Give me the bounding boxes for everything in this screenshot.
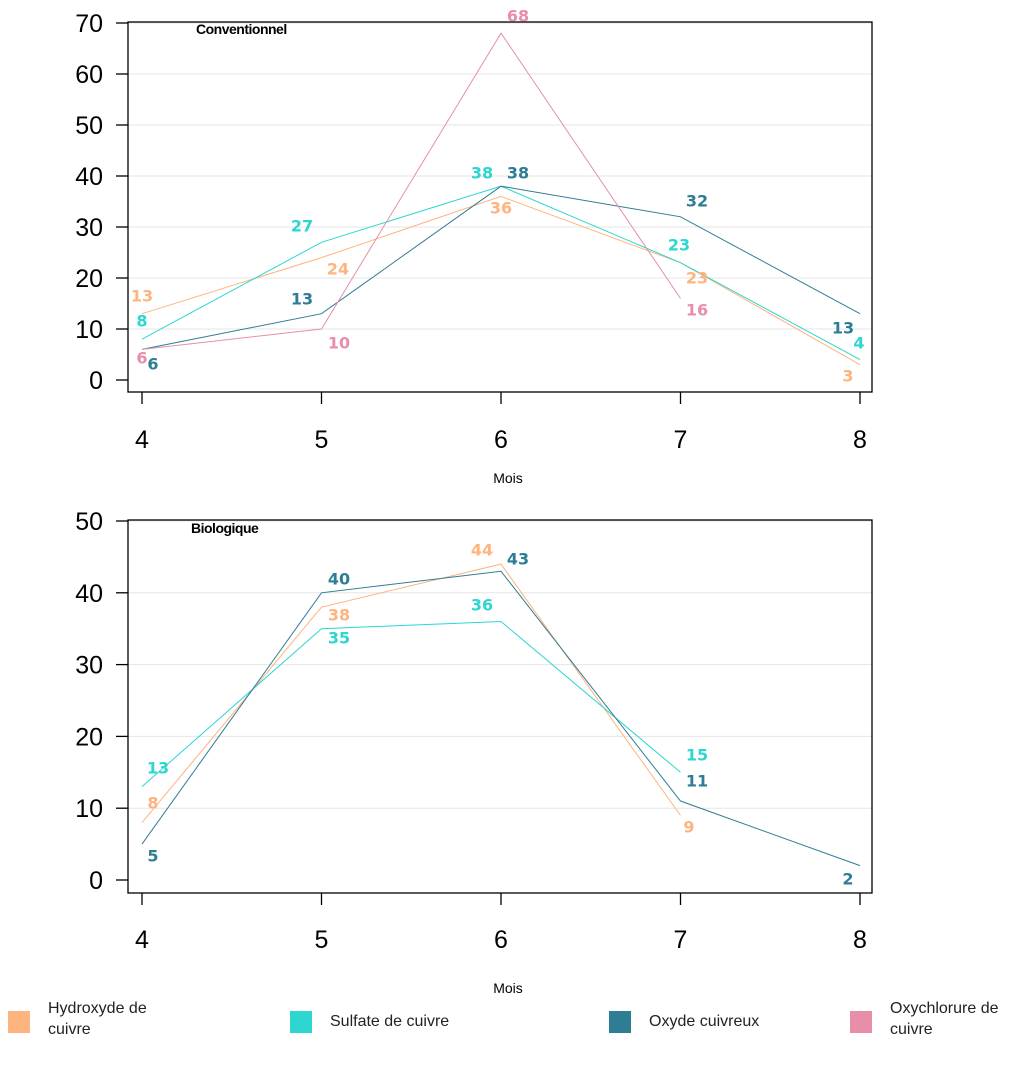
data-label: 3 [842, 367, 853, 386]
data-label: 13 [131, 287, 153, 306]
y-tick-label: 20 [75, 265, 103, 293]
x-tick-label: 6 [494, 426, 508, 454]
y-tick-label: 20 [75, 723, 103, 751]
series-line-4 [141, 32, 681, 350]
y-tick-label: 0 [89, 367, 103, 395]
y-tick-label: 0 [89, 867, 103, 895]
data-label: 9 [683, 818, 694, 837]
x-tick-label: 8 [853, 426, 867, 454]
legend-swatch-hydroxyde [8, 1011, 30, 1033]
data-label: 16 [686, 301, 708, 320]
data-label: 13 [291, 290, 313, 309]
legend-item-oxychlorure: Oxychlorure de cuivre [850, 998, 1027, 1040]
data-label: 8 [136, 312, 147, 331]
chart-panel-1: 0 10 20 30 40 50 60 70 4 5 6 7 8 Mois Conventionnel 13 2… [75, 7, 873, 486]
x-tick-label: 7 [674, 426, 688, 454]
x-tick-label: 8 [853, 926, 867, 954]
plot-frame [127, 519, 873, 894]
data-label: 43 [507, 550, 529, 569]
data-label: 36 [471, 596, 493, 615]
data-label: 13 [832, 319, 854, 338]
data-label: 2 [842, 870, 853, 889]
panel-title: Conventionnel [196, 21, 287, 37]
plot-frame [127, 21, 873, 393]
legend-item-sulfate: Sulfate de cuivre [290, 998, 530, 1033]
data-label: 38 [507, 164, 529, 183]
data-label: 5 [147, 847, 158, 866]
data-label: 23 [668, 236, 690, 255]
legend-label-oxyde: Oxyde cuivreux [649, 1013, 760, 1030]
series-line-2 [141, 621, 681, 788]
y-tick-label: 50 [75, 112, 103, 140]
x-tick-label: 5 [315, 926, 329, 954]
data-label: 15 [686, 746, 708, 765]
data-label: 68 [507, 7, 529, 26]
y-tick-label: 30 [75, 652, 103, 680]
x-tick-label: 4 [135, 426, 149, 454]
x-tick-label: 5 [315, 426, 329, 454]
x-tick-label: 4 [135, 926, 149, 954]
data-label: 23 [686, 269, 708, 288]
legend-item-oxyde: Oxyde cuivreux [609, 998, 829, 1033]
series-line-3 [141, 185, 861, 350]
data-label: 24 [327, 260, 349, 279]
legend-swatch-oxychlorure [850, 1011, 872, 1033]
x-tick-label: 7 [674, 926, 688, 954]
y-tick-label: 30 [75, 214, 103, 242]
data-label: 35 [328, 629, 350, 648]
data-label: 44 [471, 541, 493, 560]
y-tick-label: 40 [75, 163, 103, 191]
x-axis-title: Mois [493, 980, 523, 996]
series-line-1 [141, 195, 861, 366]
legend-swatch-oxyde [609, 1011, 631, 1033]
data-label: 6 [147, 355, 158, 374]
data-label: 10 [328, 334, 350, 353]
panel-title: Biologique [191, 520, 259, 536]
data-label: 13 [147, 759, 169, 778]
legend-label-sulfate: Sulfate de cuivre [330, 1013, 450, 1030]
legend-swatch-sulfate [290, 1011, 312, 1033]
y-tick-label: 50 [75, 508, 103, 536]
data-label: 38 [471, 164, 493, 183]
series-line-1 [141, 563, 681, 823]
y-tick-label: 60 [75, 61, 103, 89]
legend-label-hydroxyde: Hydroxyde de cuivre [48, 1000, 147, 1038]
y-tick-label: 10 [75, 795, 103, 823]
data-label: 4 [853, 334, 864, 353]
legend: Hydroxyde de cuivre Sulfate de cuivre Ox… [0, 998, 1027, 1072]
x-tick-label: 6 [494, 926, 508, 954]
x-axis-title: Mois [493, 470, 523, 486]
data-label: 8 [147, 794, 158, 813]
y-tick-label: 10 [75, 316, 103, 344]
y-tick-label: 70 [75, 10, 103, 38]
y-tick-label: 40 [75, 580, 103, 608]
data-label: 36 [490, 199, 512, 218]
data-label: 38 [328, 606, 350, 625]
legend-item-hydroxyde: Hydroxyde de cuivre [8, 998, 188, 1040]
data-label: 27 [291, 217, 313, 236]
chart-panel-2: 0 10 20 30 40 50 4 5 6 7 8 Mois Biologique 8 38 44 9 13 35… [75, 508, 873, 996]
data-label: 40 [328, 570, 350, 589]
data-label: 32 [686, 192, 708, 211]
series-line-3 [141, 570, 861, 867]
data-label: 6 [136, 349, 147, 368]
data-label: 11 [686, 772, 708, 791]
legend-label-oxychlorure: Oxychlorure de cuivre [890, 1000, 999, 1038]
